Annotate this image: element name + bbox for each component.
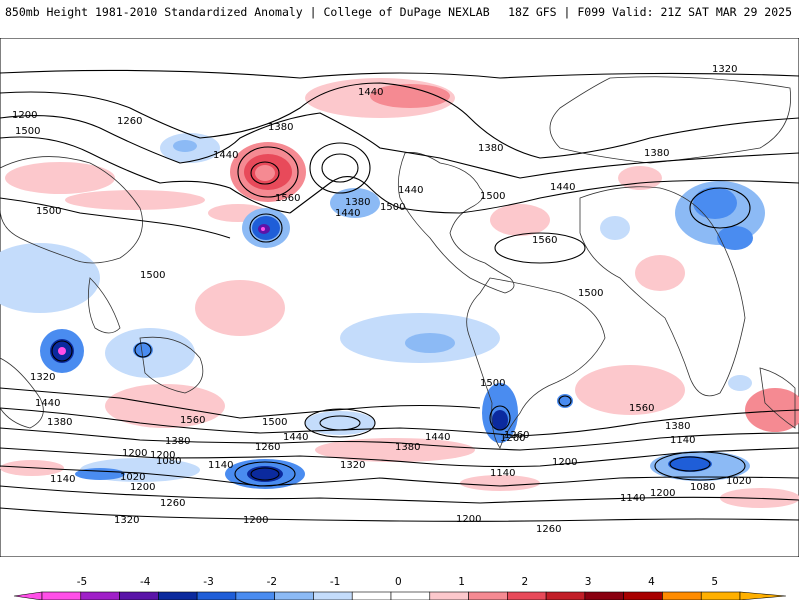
colorbar-tick-label: -4 xyxy=(140,576,151,588)
contour-label: 1500 xyxy=(140,270,165,281)
contour-label: 1500 xyxy=(578,288,603,299)
anomaly-map: 1320 1440 1200 1260 1380 1560 1500 1440 … xyxy=(0,38,799,557)
contour-label: 1500 xyxy=(36,206,61,217)
contour-label: 1500 xyxy=(480,191,505,202)
anomaly-colorbar: -5 -4 -3 -2 -1 0 1 2 3 4 5 xyxy=(13,576,787,600)
contour-label: 1440 xyxy=(358,87,383,98)
contour-label: 1560 xyxy=(532,235,557,246)
contour-label: 1560 xyxy=(275,193,300,204)
contour-label: 1500 xyxy=(380,202,405,213)
colorbar-swatch xyxy=(119,591,159,600)
contour-label: 1500 xyxy=(480,378,505,389)
contour-label: 1140 xyxy=(670,435,695,446)
contour-label: 1200 xyxy=(130,482,155,493)
colorbar-swatch xyxy=(158,591,198,600)
contour-label: 1140 xyxy=(208,460,233,471)
colorbar-tick-label: -1 xyxy=(330,576,340,588)
colorbar-tick-label: 2 xyxy=(522,576,529,588)
colorbar-tick-label: 0 xyxy=(395,576,402,588)
contour-label: 1200 xyxy=(12,110,37,121)
contour-label: 1260 xyxy=(117,116,142,127)
contour-label: 1380 xyxy=(345,197,370,208)
contour-label: 1260 xyxy=(500,433,525,444)
contour-label: 1440 xyxy=(550,182,575,193)
colorbar-swatch xyxy=(196,591,237,600)
contour-label: 1320 xyxy=(30,372,55,383)
colorbar-swatch xyxy=(662,591,702,600)
colorbar-swatch xyxy=(507,591,547,600)
contour-label: 1440 xyxy=(398,185,423,196)
contour-label: 1320 xyxy=(340,460,365,471)
contour-label: 1320 xyxy=(712,64,737,75)
contour-label: 1260 xyxy=(536,524,561,535)
contour-label: 1080 xyxy=(690,482,715,493)
colorbar-swatch xyxy=(468,591,508,600)
colorbar-swatch xyxy=(623,591,663,600)
contour-label: 1440 xyxy=(283,432,308,443)
contour-label: 1320 xyxy=(114,515,139,526)
height-contours xyxy=(0,69,799,522)
contour-label: 1380 xyxy=(478,143,503,154)
colorbar-tick-label: -3 xyxy=(203,576,213,588)
contour-label: 1380 xyxy=(395,442,420,453)
colorbar-tick-label: 1 xyxy=(458,576,465,588)
contour-label: 1260 xyxy=(255,442,280,453)
contour-label: 1560 xyxy=(629,403,654,414)
contour-label: 1140 xyxy=(490,468,515,479)
colorbar-tick-label: -2 xyxy=(267,576,277,588)
contour-label: 1200 xyxy=(243,515,268,526)
colorbar-tick-label: 3 xyxy=(585,576,592,588)
colorbar-swatch xyxy=(80,591,120,600)
contour-label: 1200 xyxy=(552,457,577,468)
contour-label: 1440 xyxy=(35,398,60,409)
colorbar-swatch xyxy=(390,591,431,600)
contour-label: 1140 xyxy=(50,474,75,485)
contour-label: 1260 xyxy=(160,498,185,509)
contour-label: 1500 xyxy=(262,417,287,428)
contour-label: 1200 xyxy=(650,488,675,499)
contour-label: 1380 xyxy=(665,421,690,432)
contour-label: 1380 xyxy=(644,148,669,159)
contour-label: 1140 xyxy=(620,493,645,504)
colorbar-swatch xyxy=(584,591,624,600)
contour-label: 1380 xyxy=(165,436,190,447)
contour-label: 1500 xyxy=(15,126,40,137)
map-title: 850mb Height 1981-2010 Standardized Anom… xyxy=(5,5,490,19)
contour-label: 1380 xyxy=(47,417,72,428)
contour-label: 1260 xyxy=(504,430,529,441)
contour-label: 1440 xyxy=(213,150,238,161)
contour-label: 1080 xyxy=(156,456,181,467)
colorbar-swatch xyxy=(235,591,275,600)
contour-label: 1560 xyxy=(180,415,205,426)
colorbar-swatch xyxy=(41,591,82,600)
colorbar-swatch xyxy=(700,591,741,600)
contour-label: 1380 xyxy=(268,122,293,133)
colorbar-tick-label: 5 xyxy=(711,576,718,588)
contour-labels: 1320 1440 1200 1260 1380 1560 1500 1440 … xyxy=(12,64,751,535)
colorbar-swatches xyxy=(13,591,787,600)
contour-label: 1440 xyxy=(335,208,360,219)
contour-label: 1200 xyxy=(456,514,481,525)
colorbar-swatch xyxy=(545,591,586,600)
colorbar-left-arrow xyxy=(13,591,43,600)
colorbar-right-arrow xyxy=(739,591,787,600)
contour-label: 1200 xyxy=(150,450,175,461)
contour-label: 1200 xyxy=(122,448,147,459)
contour-label: 1020 xyxy=(120,472,145,483)
colorbar-swatch xyxy=(313,591,353,600)
colorbar-tick-label: 4 xyxy=(648,576,655,588)
colorbar-tick-label: -5 xyxy=(77,576,87,588)
colorbar-swatch xyxy=(351,591,392,600)
model-run-info: 18Z GFS | F099 Valid: 21Z SAT MAR 29 202… xyxy=(508,5,792,19)
colorbar-swatch xyxy=(274,591,314,600)
colorbar-swatch xyxy=(429,591,469,600)
colorbar-ticks: -5 -4 -3 -2 -1 0 1 2 3 4 5 xyxy=(77,576,718,588)
contour-label: 1020 xyxy=(726,476,751,487)
contour-label: 1440 xyxy=(425,432,450,443)
